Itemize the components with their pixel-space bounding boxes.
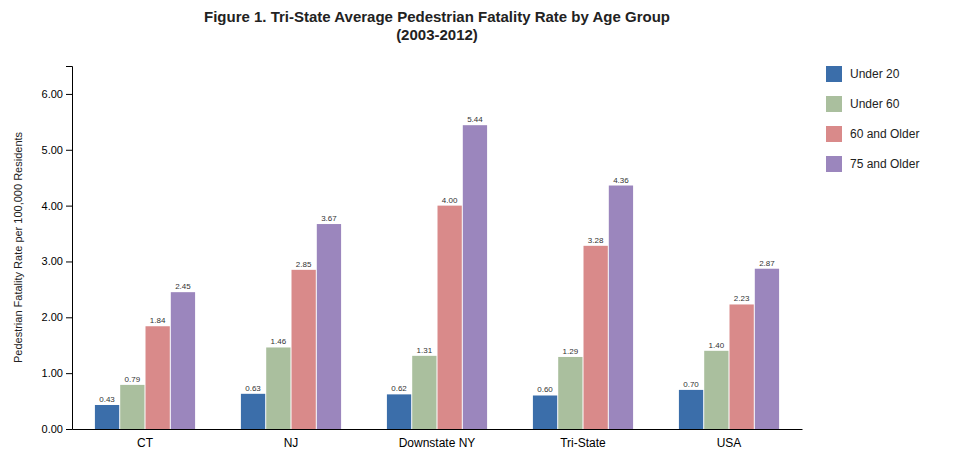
y-tick-mark — [66, 94, 72, 95]
x-tick-label: CT — [137, 436, 154, 450]
title-line: Figure 1. Tri-State Average Pedestrian F… — [204, 8, 670, 25]
bar — [146, 326, 170, 429]
y-tick-mark — [66, 206, 72, 207]
y-tick-label: 4.00 — [42, 200, 63, 212]
data-label: 3.67 — [321, 214, 337, 223]
y-tick: 3.00 — [42, 255, 72, 267]
legend: Under 20 Under 60 60 and Older 75 and Older — [826, 66, 919, 172]
data-label: 4.00 — [442, 196, 458, 205]
legend-label: Under 20 — [850, 67, 900, 81]
x-axis: CT NJ Downstate NY Tri-State USA — [73, 430, 803, 450]
data-label: 5.44 — [467, 115, 483, 124]
data-label: 0.63 — [245, 384, 261, 393]
x-tick: USA — [717, 436, 742, 450]
data-label: 2.87 — [759, 259, 775, 268]
y-tick-label: 5.00 — [42, 144, 63, 156]
y-tick: 5.00 — [42, 144, 72, 156]
legend-label: 75 and Older — [850, 157, 919, 171]
data-labels: 0.43 0.63 0.62 0.60 0.70 0.79 1.46 1.31 1.29 1.40… — [99, 115, 775, 404]
data-label: 1.46 — [271, 337, 287, 346]
bar — [241, 394, 265, 429]
y-axis-title: Pedestrian Fatality Rate per 100,000 Res… — [12, 131, 24, 363]
x-tick: CT — [137, 436, 154, 450]
bar — [266, 347, 290, 429]
y-tick-label: 3.00 — [42, 255, 63, 267]
bar — [704, 351, 728, 429]
bar — [438, 206, 462, 429]
data-label: 1.29 — [563, 347, 579, 356]
title: Figure 1. Tri-State Average Pedestrian F… — [204, 8, 670, 43]
legend-label: 60 and Older — [850, 127, 919, 141]
legend-swatch — [826, 66, 842, 82]
bar-series — [171, 125, 779, 429]
bar — [412, 356, 436, 429]
data-label: 0.70 — [683, 380, 699, 389]
data-label: 1.31 — [417, 346, 433, 355]
bar — [584, 246, 608, 429]
y-tick-label: 1.00 — [42, 367, 63, 379]
bar — [730, 304, 754, 429]
bar — [387, 394, 411, 429]
y-tick: 1.00 — [42, 367, 72, 379]
data-label: 3.28 — [588, 236, 604, 245]
y-tick-mark — [66, 150, 72, 151]
y-tick-label: 6.00 — [42, 88, 63, 100]
bar — [463, 125, 487, 429]
x-tick: NJ — [284, 436, 299, 450]
data-label: 1.84 — [150, 316, 166, 325]
y-tick-mark — [66, 261, 72, 262]
x-tick: Downstate NY — [399, 436, 476, 450]
data-label: 2.45 — [175, 282, 191, 291]
legend-item: 60 and Older — [826, 126, 919, 142]
legend-swatch — [826, 126, 842, 142]
legend-item: Under 60 — [826, 96, 900, 112]
x-tick-label: NJ — [284, 436, 299, 450]
legend-swatch — [826, 96, 842, 112]
data-label: 2.23 — [734, 294, 750, 303]
x-tick: Tri-State — [560, 436, 606, 450]
chart: Figure 1. Tri-State Average Pedestrian F… — [0, 0, 972, 465]
bar — [317, 224, 341, 429]
y-tick-mark — [66, 317, 72, 318]
legend-swatch — [826, 156, 842, 172]
bar — [533, 395, 557, 429]
x-axis-line — [73, 429, 803, 430]
y-tick: 6.00 — [42, 88, 72, 100]
bar — [120, 385, 144, 429]
data-label: 1.40 — [709, 341, 725, 350]
x-tick-label: Downstate NY — [399, 436, 476, 450]
bar — [558, 357, 582, 429]
y-axis: 0.00 1.00 2.00 3.00 4.00 5.00 6.00 — [42, 67, 73, 436]
data-label: 4.36 — [613, 176, 629, 185]
data-label: 0.43 — [99, 395, 115, 404]
y-tick-mark — [66, 373, 72, 374]
bar — [171, 292, 195, 429]
legend-item: 75 and Older — [826, 156, 919, 172]
data-label: 0.60 — [537, 385, 553, 394]
y-tick: 4.00 — [42, 200, 72, 212]
data-label: 0.79 — [125, 375, 141, 384]
legend-label: Under 60 — [850, 97, 900, 111]
x-tick-label: Tri-State — [560, 436, 606, 450]
data-label: 2.85 — [296, 260, 312, 269]
bar — [292, 270, 316, 429]
bar-series — [146, 206, 754, 429]
title-line: (2003-2012) — [396, 26, 478, 43]
y-tick-label: 2.00 — [42, 311, 63, 323]
bars — [95, 125, 779, 429]
bar — [95, 405, 119, 429]
bar — [755, 269, 779, 429]
bar — [679, 390, 703, 429]
x-tick-label: USA — [717, 436, 742, 450]
y-axis-line — [66, 67, 73, 430]
bar — [609, 186, 633, 429]
plot: 0.43 0.63 0.62 0.60 0.70 0.79 1.46 1.31 1.29 1.40… — [12, 67, 803, 450]
data-label: 0.62 — [391, 384, 407, 393]
y-tick-label: 0.00 — [42, 423, 63, 435]
y-tick-mark — [66, 429, 72, 430]
y-tick: 0.00 — [42, 423, 72, 435]
bar-series — [120, 347, 728, 429]
y-tick: 2.00 — [42, 311, 72, 323]
legend-item: Under 20 — [826, 66, 900, 82]
